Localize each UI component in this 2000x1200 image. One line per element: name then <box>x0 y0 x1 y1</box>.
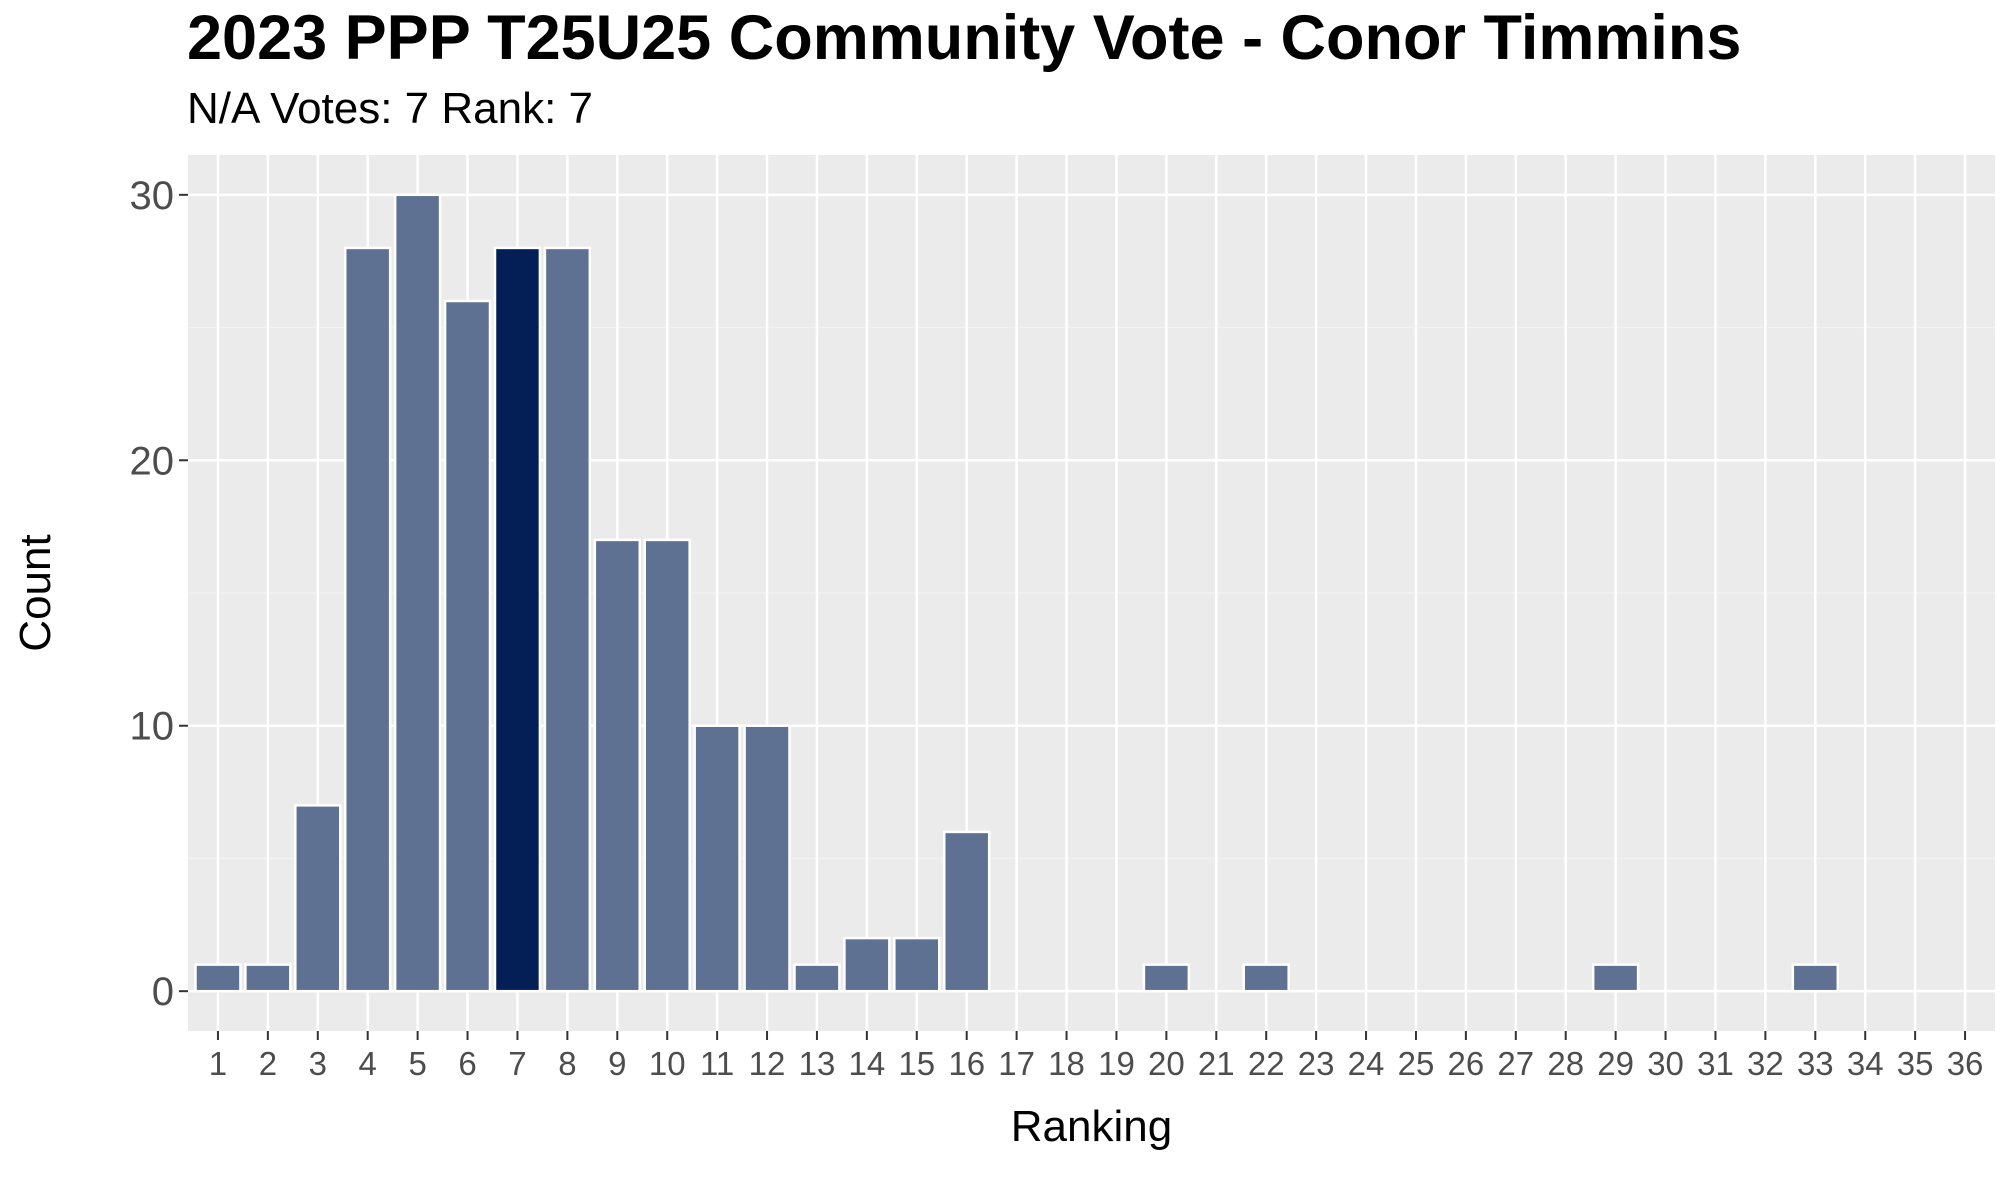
x-tick-label: 16 <box>948 1045 985 1082</box>
bar-33 <box>1791 963 1840 993</box>
bar-7 <box>493 246 542 993</box>
bar-29 <box>1591 963 1640 993</box>
bar-14 <box>843 936 891 993</box>
x-tick-label: 27 <box>1497 1045 1534 1082</box>
y-tick-label: 10 <box>130 705 175 749</box>
x-tick-label: 34 <box>1847 1045 1884 1082</box>
bar-13 <box>793 963 841 993</box>
x-tick-label: 1 <box>209 1045 227 1082</box>
x-tick-label: 32 <box>1747 1045 1784 1082</box>
x-tick-label: 4 <box>359 1045 377 1082</box>
x-tick-label: 9 <box>608 1045 626 1082</box>
x-tick-label: 25 <box>1398 1045 1435 1082</box>
x-tick-label: 19 <box>1098 1045 1135 1082</box>
bar-12 <box>743 724 791 993</box>
bar-20 <box>1142 963 1191 993</box>
bars <box>194 193 1840 993</box>
x-tick-label: 35 <box>1897 1045 1934 1082</box>
bar-4 <box>343 246 392 993</box>
y-tick-label: 0 <box>152 970 174 1014</box>
x-tick-label: 3 <box>309 1045 327 1082</box>
x-tick-label: 2 <box>259 1045 277 1082</box>
bar-11 <box>693 724 741 993</box>
x-tick-label: 10 <box>649 1045 686 1082</box>
x-tick-label: 11 <box>700 1045 734 1082</box>
x-tick-label: 13 <box>799 1045 836 1082</box>
chart-subtitle: N/A Votes: 7 Rank: 7 <box>187 84 594 133</box>
x-tick-label: 15 <box>898 1045 935 1082</box>
x-tick-label: 18 <box>1048 1045 1085 1082</box>
x-tick-label: 12 <box>749 1045 786 1082</box>
bar-3 <box>294 804 342 993</box>
chart-title: 2023 PPP T25U25 Community Vote - Conor T… <box>187 3 1742 73</box>
x-tick-label: 29 <box>1597 1045 1634 1082</box>
x-tick-label: 31 <box>1697 1045 1734 1082</box>
x-tick-label: 21 <box>1198 1045 1235 1082</box>
bar-9 <box>593 538 641 993</box>
bar-22 <box>1242 963 1290 993</box>
bar-8 <box>543 246 592 993</box>
bar-6 <box>443 299 492 993</box>
x-tick-label: 23 <box>1298 1045 1335 1082</box>
x-tick-label: 28 <box>1547 1045 1584 1082</box>
y-axis-title: Count <box>11 534 60 651</box>
x-tick-label: 30 <box>1647 1045 1684 1082</box>
bar-5 <box>393 193 442 993</box>
x-tick-label: 26 <box>1448 1045 1485 1082</box>
bar-2 <box>244 963 292 993</box>
x-tick-label: 33 <box>1797 1045 1834 1082</box>
bar-1 <box>194 963 242 993</box>
bar-15 <box>893 936 941 993</box>
x-tick-label: 14 <box>849 1045 886 1082</box>
y-tick-label: 30 <box>130 174 175 218</box>
x-axis-title: Ranking <box>1011 1102 1172 1151</box>
bar-16 <box>942 830 991 993</box>
x-tick-label: 22 <box>1248 1045 1285 1082</box>
x-tick-label: 24 <box>1348 1045 1385 1082</box>
x-tick-label: 6 <box>458 1045 476 1082</box>
x-tick-label: 17 <box>998 1045 1035 1082</box>
x-tick-label: 20 <box>1148 1045 1185 1082</box>
x-tick-label: 8 <box>558 1045 576 1082</box>
bar-10 <box>643 538 691 993</box>
x-tick-label: 5 <box>408 1045 426 1082</box>
y-tick-label: 20 <box>130 439 175 483</box>
x-tick-label: 36 <box>1947 1045 1984 1082</box>
x-tick-label: 7 <box>508 1045 526 1082</box>
